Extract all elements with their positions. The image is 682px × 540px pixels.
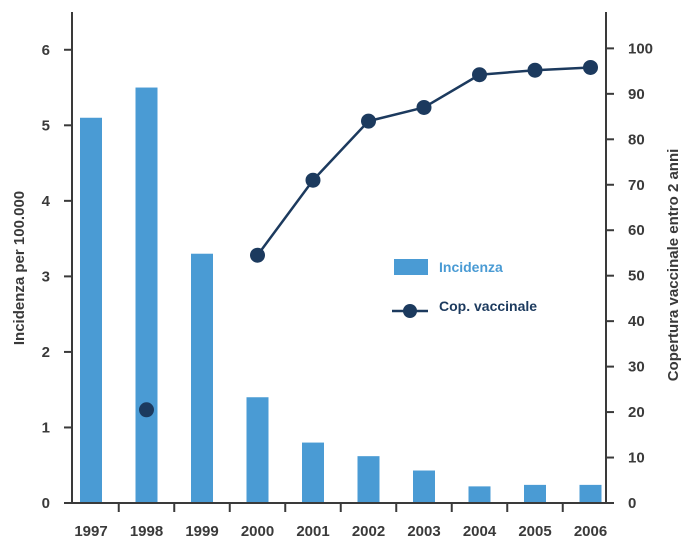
right-tick-label: 70 <box>628 177 645 194</box>
x-tick-label: 1997 <box>74 523 107 540</box>
right-tick-label: 0 <box>628 495 636 512</box>
bar-2006 <box>579 484 602 503</box>
right-tick-label: 60 <box>628 222 645 239</box>
bar-2002 <box>357 456 380 503</box>
bar-2003 <box>413 470 435 503</box>
x-tick-label: 2003 <box>407 523 440 540</box>
left-tick-label: 2 <box>42 344 50 361</box>
legend-swatch-incidenza <box>394 259 428 275</box>
left-tick-label: 1 <box>42 419 50 436</box>
x-tick-label: 1998 <box>130 523 163 540</box>
coverage-point-2001 <box>305 172 321 188</box>
coverage-point-2006 <box>583 59 598 75</box>
right-tick-label: 10 <box>628 450 645 467</box>
right-tick-label: 80 <box>628 131 645 148</box>
left-tick-label: 0 <box>42 495 50 512</box>
right-axis-title: Copertura vaccinale entro 2 anni <box>665 149 682 382</box>
x-tick-label: 2002 <box>352 523 385 540</box>
coverage-point-2000 <box>250 247 265 263</box>
legend-label-coverage: Cop. vaccinale <box>439 298 537 314</box>
left-tick-label: 3 <box>42 268 50 285</box>
bar-1998 <box>135 87 158 504</box>
coverage-point-2005 <box>527 62 543 78</box>
coverage-line <box>139 59 598 418</box>
coverage-point-1998 <box>139 402 154 418</box>
left-axis: 0 1 2 3 4 5 6 <box>42 12 73 512</box>
legend-label-incidenza: Incidenza <box>439 259 503 275</box>
right-axis: 0 10 20 30 40 50 60 70 80 90 100 <box>605 12 653 512</box>
x-tick-label: 2001 <box>296 523 329 540</box>
right-tick-label: 100 <box>628 40 653 57</box>
bar-1999 <box>191 253 213 503</box>
bar-2004 <box>468 486 491 503</box>
x-tick-label: 2006 <box>574 523 607 540</box>
coverage-point-2002 <box>361 113 376 129</box>
x-tick-label: 2005 <box>518 523 551 540</box>
right-tick-label: 50 <box>628 268 645 285</box>
bar-2005 <box>524 484 546 503</box>
coverage-polyline <box>256 66 591 256</box>
bar-2001 <box>302 442 324 503</box>
coverage-point-2004 <box>472 67 487 83</box>
x-tick-label: 1999 <box>185 523 218 540</box>
coverage-point-2003 <box>416 99 432 115</box>
left-axis-title: Incidenza per 100.000 <box>11 191 28 345</box>
legend: Incidenza Cop. vaccinale <box>392 259 537 318</box>
left-tick-label: 6 <box>42 42 50 59</box>
bars <box>80 87 602 504</box>
legend-marker-coverage <box>403 304 417 318</box>
right-tick-label: 20 <box>628 404 645 421</box>
right-tick-label: 40 <box>628 313 645 330</box>
left-tick-label: 5 <box>42 117 50 134</box>
right-tick-label: 30 <box>628 359 645 376</box>
bar-2000 <box>246 397 269 503</box>
x-axis: 1997 1998 1999 2000 2001 2002 2003 2004 2005 2006 <box>72 502 607 540</box>
x-tick-label: 2000 <box>241 523 274 540</box>
left-tick-label: 4 <box>42 193 51 210</box>
x-tick-label: 2004 <box>463 523 497 540</box>
right-tick-label: 90 <box>628 86 645 103</box>
bar-1997 <box>80 117 102 503</box>
